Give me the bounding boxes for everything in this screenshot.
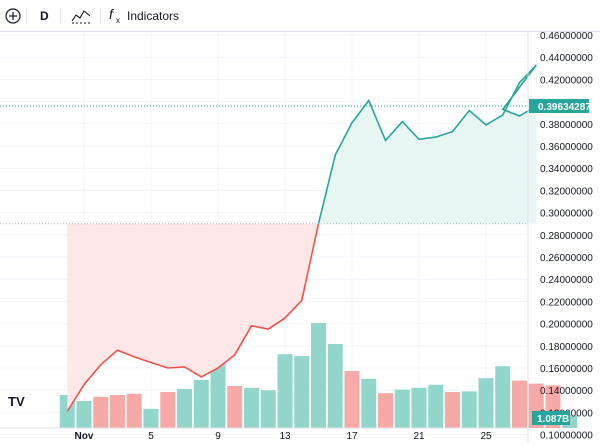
- volume-bar: [394, 389, 410, 428]
- chart-area[interactable]: 0.46000000 0.44000000 0.42000000 0.38000000…: [0, 31, 600, 442]
- volume-bar: [126, 393, 142, 428]
- volume-bar: [143, 408, 159, 428]
- below-baseline-fill: [67, 223, 319, 412]
- interval-button[interactable]: D: [40, 0, 49, 32]
- tradingview-logo[interactable]: TV: [6, 391, 34, 411]
- time-tick-label: 25: [480, 431, 492, 442]
- price-tick-label: 0.32000000: [540, 186, 593, 197]
- price-lines: [0, 64, 540, 412]
- volume-bar: [110, 395, 125, 428]
- volume-bar: [512, 380, 527, 428]
- indicators-button[interactable]: f x Indicators: [108, 0, 179, 32]
- price-tick-label: 0.24000000: [540, 275, 593, 286]
- price-tick-label: 0.22000000: [540, 297, 593, 308]
- volume-bar: [495, 366, 511, 428]
- current-price-label: 0.39634287: [538, 102, 591, 113]
- time-tick-label: Nov: [75, 431, 94, 442]
- volume-bar: [445, 392, 460, 428]
- volume-bar: [428, 384, 444, 428]
- volume-bar: [227, 386, 243, 428]
- price-tick-label: 0.38000000: [540, 120, 593, 131]
- time-tick-label: 5: [148, 431, 154, 442]
- volume-bar: [411, 387, 427, 428]
- price-line-above: [317, 64, 537, 224]
- price-tick-label: 0.16000000: [540, 364, 593, 375]
- price-tick-label: 0.18000000: [540, 342, 593, 353]
- svg-text:x: x: [116, 16, 120, 25]
- price-tick-label: 0.28000000: [540, 231, 593, 242]
- volume-bar: [311, 323, 326, 428]
- price-tick-label: 0.36000000: [540, 142, 593, 153]
- price-tick-label: 0.42000000: [540, 75, 593, 86]
- indicators-label: Indicators: [127, 9, 180, 23]
- price-tick-label: 0.10000000: [540, 431, 593, 442]
- volume-badge: [532, 411, 570, 425]
- time-tick-label: 9: [215, 431, 221, 442]
- svg-text:TV: TV: [8, 394, 25, 409]
- volume-bar: [177, 389, 192, 428]
- toolbar-divider: [60, 8, 61, 24]
- volume-bar: [277, 354, 293, 428]
- volume-bar: [260, 390, 276, 428]
- volume-bar: [478, 378, 494, 428]
- volume-bar: [244, 387, 259, 428]
- volume-bar: [76, 401, 92, 428]
- price-axis[interactable]: 0.46000000 0.44000000 0.42000000 0.38000000…: [527, 31, 593, 442]
- chart-type-button[interactable]: [70, 0, 92, 32]
- volume-bar: [294, 356, 310, 428]
- price-tick-label: 0.14000000: [540, 386, 593, 397]
- volume-bar: [378, 393, 393, 428]
- time-tick-label: 21: [413, 431, 425, 442]
- price-tick-label: 0.30000000: [540, 209, 593, 220]
- price-tick-label: 0.46000000: [540, 32, 593, 42]
- plus-circle-icon: [5, 8, 21, 24]
- time-tick-label: 13: [279, 431, 291, 442]
- price-tick-label: 0.44000000: [540, 53, 593, 64]
- price-chart[interactable]: 0.46000000 0.44000000 0.42000000 0.38000000…: [0, 31, 600, 442]
- volume-label: 1.087B: [537, 414, 569, 425]
- toolbar-divider: [26, 8, 27, 24]
- above-baseline-fill: [318, 65, 537, 224]
- price-areas: [67, 65, 537, 412]
- volume-bar: [93, 396, 109, 428]
- svg-text:f: f: [109, 7, 115, 22]
- current-price-badge: [529, 99, 589, 114]
- volume-bar: [344, 371, 360, 428]
- price-tick-label: 0.20000000: [540, 320, 593, 331]
- volume-bar: [160, 392, 176, 428]
- area-chart-icon: [71, 10, 91, 24]
- volume-bar: [193, 380, 209, 428]
- price-line-below: [66, 223, 320, 412]
- interval-label: D: [40, 9, 49, 23]
- price-tick-label: 0.34000000: [540, 164, 593, 175]
- volume-bar: [461, 391, 477, 428]
- time-tick-label: 17: [346, 431, 358, 442]
- price-tick-label: 0.26000000: [540, 253, 593, 264]
- chart-toolbar: D f x Indicators: [0, 0, 600, 32]
- volume-bar: [327, 344, 343, 428]
- toolbar-divider: [100, 8, 101, 24]
- volume-bars: [59, 323, 578, 428]
- axis-badges: 0.39634287 1.087B: [529, 99, 591, 425]
- volume-bar: [361, 378, 377, 428]
- time-axis[interactable]: Nov 5 9 13 17 21 25: [0, 427, 528, 442]
- add-symbol-button[interactable]: [4, 0, 22, 32]
- function-icon: f x: [109, 7, 120, 25]
